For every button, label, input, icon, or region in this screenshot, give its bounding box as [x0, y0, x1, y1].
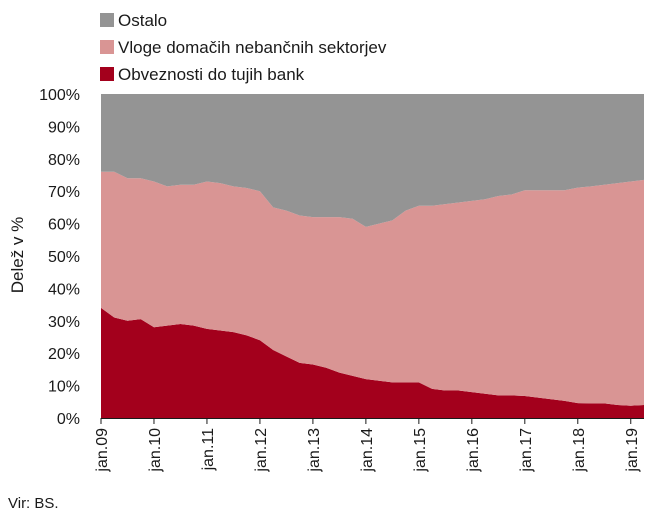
x-tick-label: jan.14 — [359, 428, 376, 473]
legend-label: Vloge domačih nebančnih sektorjev — [118, 38, 387, 57]
source-note: Vir: BS. — [8, 495, 59, 512]
y-tick-label: 100% — [39, 87, 80, 104]
x-tick-label: jan.19 — [624, 428, 641, 473]
y-tick-label: 40% — [48, 281, 80, 298]
legend: Ostalo Vloge domačih nebančnih sektorjev O… — [100, 11, 387, 84]
x-tick-label: jan.10 — [147, 428, 164, 473]
x-tick-label: jan.16 — [465, 428, 482, 473]
y-tick-label: 10% — [48, 379, 80, 396]
x-tick-label: jan.13 — [306, 428, 323, 473]
x-axis: jan.09 jan.10 jan.11 jan.12 jan.13 jan.14 jan.… — [94, 418, 644, 473]
x-tick-label: jan.11 — [200, 428, 217, 472]
y-tick-label: 90% — [48, 119, 80, 136]
area-series-vloge-domacih-nebancnih-sektorjev — [101, 171, 644, 406]
area-series-obveznosti-do-tujih-bank — [101, 307, 644, 418]
x-tick-label: jan.18 — [571, 428, 588, 473]
legend-swatch — [100, 67, 114, 81]
x-tick-label: jan.15 — [412, 428, 429, 473]
y-tick-label: 70% — [48, 184, 80, 201]
plot-area — [101, 94, 644, 418]
x-tick-label: jan.09 — [94, 428, 111, 473]
y-axis: 0% 10% 20% 30% 40% 50% 60% 70% 80% 90% 100% — [39, 87, 80, 428]
y-axis-label: Delež v % — [8, 217, 27, 294]
x-tick-label: jan.17 — [518, 428, 535, 473]
y-tick-label: 20% — [48, 346, 80, 363]
legend-label: Obveznosti do tujih bank — [118, 65, 305, 84]
y-tick-label: 30% — [48, 314, 80, 331]
area-series-ostalo — [101, 94, 644, 227]
legend-label: Ostalo — [118, 11, 167, 30]
x-tick-label: jan.12 — [253, 428, 270, 473]
y-tick-label: 0% — [57, 411, 80, 428]
legend-swatch — [100, 13, 114, 27]
y-tick-label: 60% — [48, 217, 80, 234]
y-tick-label: 50% — [48, 249, 80, 266]
legend-swatch — [100, 40, 114, 54]
y-tick-label: 80% — [48, 152, 80, 169]
